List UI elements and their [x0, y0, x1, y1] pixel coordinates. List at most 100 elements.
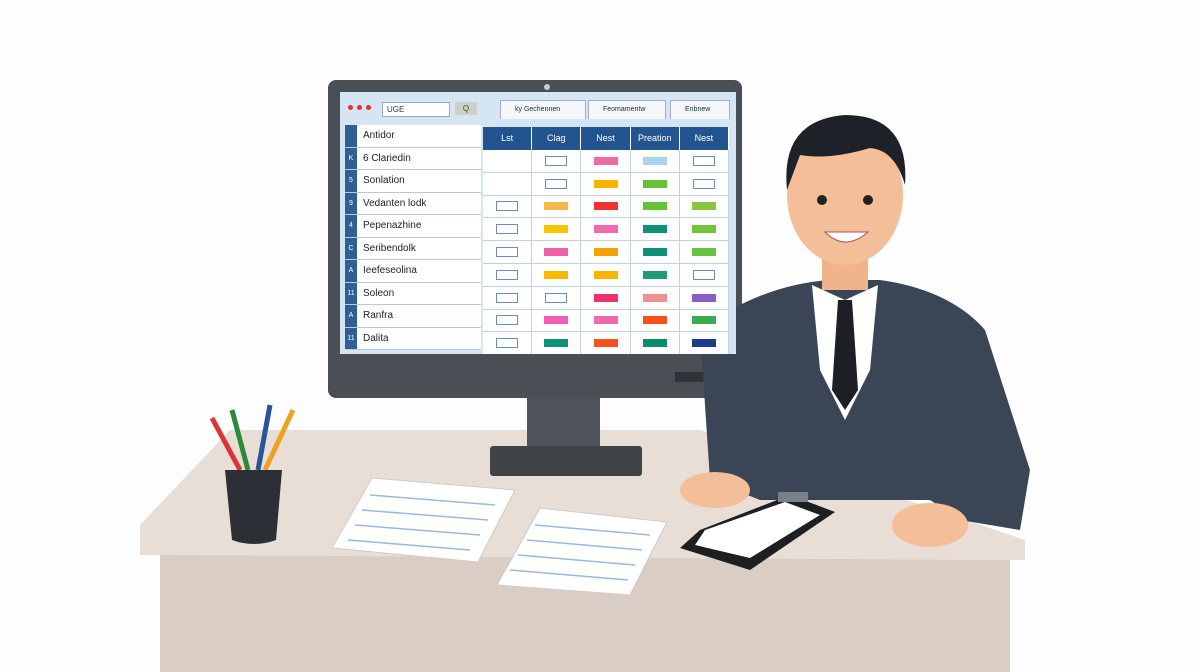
grid-cell[interactable] [631, 195, 680, 218]
grid-cell[interactable] [483, 218, 533, 241]
grid-cell[interactable] [581, 172, 631, 195]
grid-cell[interactable] [680, 286, 730, 309]
grid-cell[interactable] [581, 263, 631, 286]
grid-cell[interactable] [483, 332, 533, 354]
list-item-label: Sonlation [363, 175, 405, 187]
grid-cell[interactable] [483, 286, 533, 309]
grid-cell[interactable] [581, 332, 631, 354]
grid-cell[interactable] [631, 309, 680, 332]
status-bar [593, 225, 618, 234]
search-button[interactable]: Q [455, 102, 477, 115]
tab-2[interactable]: Feomamentw [588, 100, 666, 119]
monitor-buttons [675, 372, 715, 382]
grid-cell[interactable] [532, 263, 582, 286]
list-item[interactable]: A Ranfra [345, 305, 481, 328]
status-bar [545, 178, 568, 189]
grid-cell[interactable] [680, 263, 730, 286]
status-bar [544, 339, 569, 348]
status-bar [691, 316, 716, 325]
list-item[interactable]: 11 Dalita [345, 327, 481, 350]
grid-cell[interactable] [680, 195, 730, 218]
grid-cell[interactable] [680, 150, 730, 172]
grid-cell[interactable] [483, 241, 533, 263]
grid-cell[interactable] [483, 309, 533, 332]
tab-1[interactable]: ky Gechennen [500, 100, 586, 119]
status-bar [496, 292, 519, 303]
status-bar [691, 293, 716, 302]
grid-cell[interactable] [631, 286, 680, 309]
row-index [345, 125, 357, 147]
webcam-icon [544, 84, 550, 90]
grid-cell[interactable] [532, 172, 582, 195]
grid-cell[interactable] [631, 332, 680, 354]
list-item[interactable]: 4 Pepenazhine [345, 215, 481, 238]
status-bar [545, 155, 568, 166]
grid-cell[interactable] [680, 309, 730, 332]
grid-cell[interactable] [483, 172, 533, 195]
grid-row [483, 241, 730, 264]
grid-cell[interactable] [680, 172, 730, 195]
grid-cell[interactable] [532, 218, 582, 241]
list-item-label: Pepenazhine [363, 220, 422, 232]
status-bar [593, 339, 618, 348]
list-item[interactable]: 11 Soleon [345, 282, 481, 305]
column-header[interactable]: Lst [483, 127, 533, 150]
grid-cell[interactable] [680, 218, 730, 241]
browser-toolbar: UGE Q ky Gechennen Feomamentw Enbnew [340, 92, 736, 122]
status-bar [642, 179, 667, 188]
grid-cell[interactable] [483, 150, 533, 172]
grid-cell[interactable] [631, 172, 680, 195]
monitor-screen: UGE Q ky Gechennen Feomamentw Enbnew Ant… [340, 92, 736, 354]
grid-cell[interactable] [532, 241, 582, 263]
grid-cell[interactable] [680, 332, 730, 354]
grid-cell[interactable] [581, 286, 631, 309]
window-dot-icon[interactable] [357, 105, 362, 110]
status-bar [544, 270, 569, 279]
status-bar [692, 178, 715, 189]
list-item[interactable]: A Ieefeseolina [345, 260, 481, 283]
tab-3[interactable]: Enbnew [670, 100, 730, 119]
column-header[interactable]: Nest [679, 127, 730, 150]
grid-cell[interactable] [532, 195, 582, 218]
window-dot-icon[interactable] [366, 105, 371, 110]
grid-cell[interactable] [532, 150, 582, 172]
status-bar [642, 339, 667, 348]
window-dot-icon[interactable] [348, 105, 353, 110]
grid-cell[interactable] [631, 263, 680, 286]
column-header[interactable]: Nest [581, 127, 631, 150]
status-bar [593, 248, 618, 257]
grid-cell[interactable] [483, 195, 533, 218]
grid-row [483, 263, 730, 287]
list-header-label: Antidor [363, 130, 395, 142]
list-item[interactable]: 9 Vedanten lodk [345, 192, 481, 215]
grid-cell[interactable] [631, 218, 680, 241]
status-bar [691, 202, 716, 211]
grid-cell[interactable] [581, 150, 631, 172]
grid-cell[interactable] [581, 309, 631, 332]
list-header: Antidor [345, 125, 481, 148]
grid-cell[interactable] [581, 241, 631, 263]
grid-cell[interactable] [483, 263, 533, 286]
row-index: K [345, 147, 357, 169]
grid-cell[interactable] [581, 195, 631, 218]
status-bar [496, 201, 519, 212]
column-header[interactable]: Preation [630, 127, 680, 150]
grid-cell[interactable] [532, 309, 582, 332]
grid-cell[interactable] [631, 241, 680, 263]
address-bar[interactable]: UGE [382, 102, 450, 117]
list-item[interactable]: K 6 Clariedin [345, 147, 481, 170]
row-index: 5 [345, 170, 357, 192]
status-bar [642, 293, 667, 302]
list-item-label: Soleon [363, 287, 395, 299]
grid-cell[interactable] [680, 241, 730, 263]
grid-cell[interactable] [631, 150, 680, 172]
status-bar [496, 338, 519, 349]
column-header[interactable]: Clag [532, 127, 582, 150]
grid-cell[interactable] [581, 218, 631, 241]
list-item[interactable]: 5 Sonlation [345, 170, 481, 193]
status-bar [593, 179, 618, 188]
grid-cell[interactable] [532, 332, 582, 354]
status-bar [593, 270, 618, 279]
grid-cell[interactable] [532, 286, 582, 309]
list-item[interactable]: C Seribendolk [345, 237, 481, 260]
